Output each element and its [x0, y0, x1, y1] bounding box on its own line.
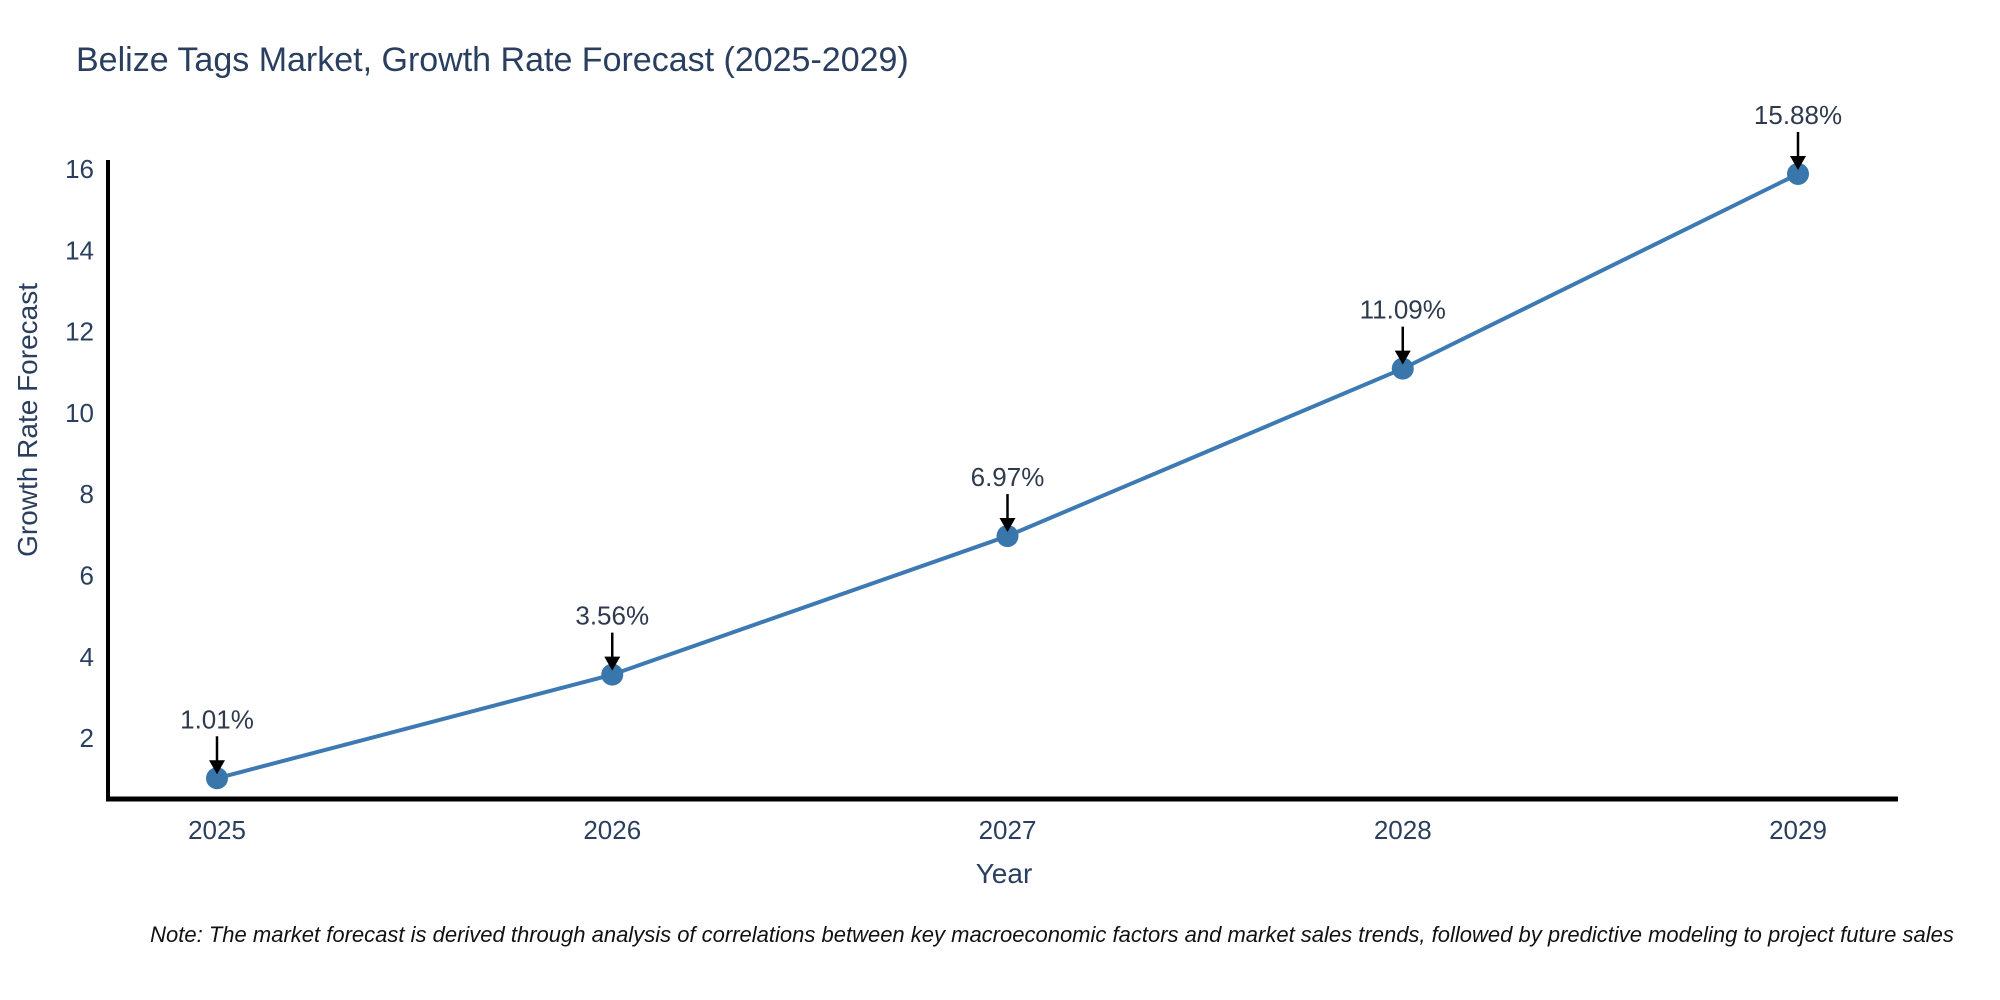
y-tick-label-2: 2 [80, 723, 94, 753]
footnote: Note: The market forecast is derived thr… [150, 922, 1954, 947]
y-tick-label-10: 10 [65, 398, 94, 428]
annotation-arrowhead-2028 [1394, 350, 1411, 365]
y-tick-label-16: 16 [65, 154, 94, 184]
y-tick-label-6: 6 [80, 560, 94, 590]
annotation-label-2026: 3.56% [575, 601, 649, 631]
annotation-label-2027: 6.97% [971, 462, 1045, 492]
y-axis-title: Growth Rate Forecast [6, 100, 50, 740]
x-tick-label-2028: 2028 [1374, 815, 1432, 845]
data-point-2027 [996, 525, 1019, 548]
y-axis-title-text: Growth Rate Forecast [12, 283, 43, 557]
x-tick-label-2027: 2027 [979, 815, 1037, 845]
y-tick-label-8: 8 [80, 479, 94, 509]
x-axis-title: Year [975, 858, 1033, 889]
data-point-2025 [206, 767, 228, 790]
x-tick-label-2025: 2025 [188, 815, 246, 845]
annotation-label-2029: 15.88% [1754, 100, 1842, 130]
y-tick-label-14: 14 [65, 235, 94, 265]
annotation-label-2028: 11.09% [1360, 295, 1446, 325]
chart-title: Belize Tags Market, Growth Rate Forecast… [76, 41, 909, 79]
y-tick-label-4: 4 [80, 642, 94, 672]
annotation-label-2025: 1.01% [180, 704, 254, 734]
y-tick-label-12: 12 [65, 317, 94, 347]
data-point-2028 [1391, 357, 1414, 380]
x-tick-label-2029: 2029 [1769, 815, 1827, 845]
annotation-arrowhead-2029 [1790, 155, 1806, 170]
annotation-arrowhead-2025 [209, 760, 225, 775]
data-point-2026 [601, 663, 624, 686]
annotation-arrowhead-2026 [604, 656, 621, 671]
annotation-arrowhead-2027 [999, 518, 1016, 533]
x-tick-label-2026: 2026 [583, 815, 641, 845]
data-point-2029 [1787, 162, 1809, 185]
